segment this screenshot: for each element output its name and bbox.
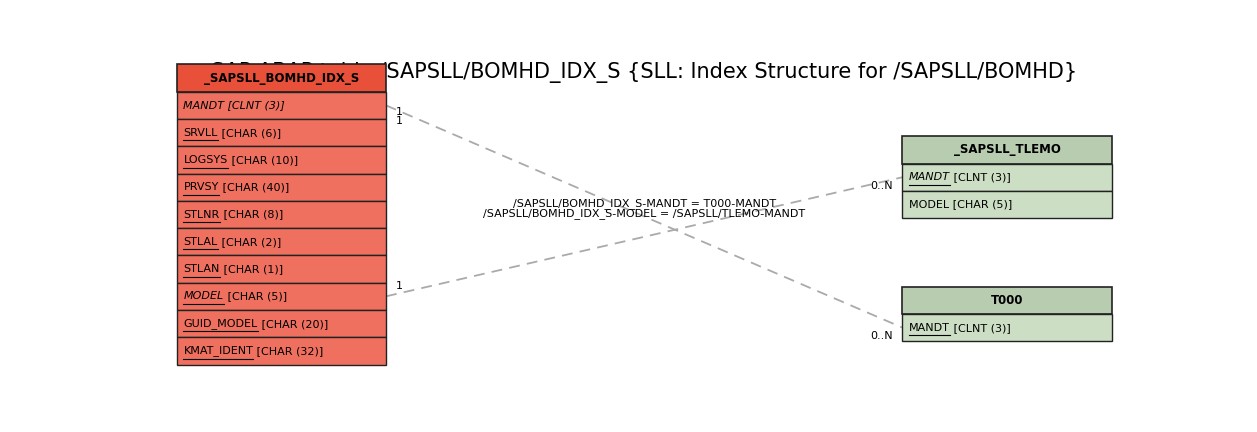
Text: MODEL [CHAR (5)]: MODEL [CHAR (5)] [909,200,1012,210]
Text: [CHAR (5)]: [CHAR (5)] [224,291,287,302]
Text: SRVLL: SRVLL [184,128,217,138]
Bar [176,201,386,228]
Bar [176,310,386,337]
Text: GUID_MODEL: GUID_MODEL [184,318,258,329]
Text: 0..N: 0..N [870,181,892,191]
Text: /SAPSLL/BOMHD_IDX_S-MODEL = /SAPSLL/TLEMO-MANDT: /SAPSLL/BOMHD_IDX_S-MODEL = /SAPSLL/TLEM… [483,208,806,219]
Text: STLNR: STLNR [184,210,220,219]
Text: STLAN: STLAN [184,264,220,274]
Text: KMAT_IDENT: KMAT_IDENT [184,346,254,356]
Bar [176,228,386,255]
Bar [176,337,386,365]
Bar [176,64,386,92]
Text: [CHAR (32)]: [CHAR (32)] [254,346,323,356]
Text: [CLNT (3)]: [CLNT (3)] [950,323,1011,333]
Text: /SAPSLL/BOMHD_IDX_S-MANDT = T000-MANDT: /SAPSLL/BOMHD_IDX_S-MANDT = T000-MANDT [513,198,776,209]
Text: PRVSY: PRVSY [184,182,219,192]
Text: [CHAR (8)]: [CHAR (8)] [220,210,283,219]
Bar [176,283,386,310]
Text: LOGSYS: LOGSYS [184,155,228,165]
Text: [CHAR (1)]: [CHAR (1)] [220,264,283,274]
Text: MANDT [CLNT (3)]: MANDT [CLNT (3)] [184,100,285,111]
Bar [176,119,386,146]
Text: T000: T000 [991,294,1023,307]
Text: MANDT: MANDT [909,172,950,182]
Text: SAP ABAP table /SAPSLL/BOMHD_IDX_S {SLL: Index Structure for /SAPSLL/BOMHD}: SAP ABAP table /SAPSLL/BOMHD_IDX_S {SLL:… [211,62,1077,83]
Bar [903,191,1111,218]
Text: MODEL: MODEL [184,291,224,302]
Text: 1
1: 1 1 [396,107,402,126]
Text: [CHAR (40)]: [CHAR (40)] [219,182,289,192]
Text: _SAPSLL_BOMHD_IDX_S: _SAPSLL_BOMHD_IDX_S [204,72,360,85]
Text: [CHAR (20)]: [CHAR (20)] [258,319,328,329]
Bar [903,164,1111,191]
Text: [CLNT (3)]: [CLNT (3)] [950,172,1011,182]
Bar [903,314,1111,341]
Bar [176,92,386,119]
Text: [CHAR (2)]: [CHAR (2)] [217,237,280,247]
Text: _SAPSLL_TLEMO: _SAPSLL_TLEMO [954,143,1061,156]
Text: MANDT: MANDT [909,323,950,333]
Bar [903,137,1111,164]
Bar [176,146,386,174]
Text: 0..N: 0..N [870,331,892,341]
Text: 1: 1 [396,281,402,291]
Text: [CHAR (6)]: [CHAR (6)] [217,128,280,138]
Bar [903,287,1111,314]
Bar [176,255,386,283]
Text: [CHAR (10)]: [CHAR (10)] [228,155,298,165]
Text: STLAL: STLAL [184,237,217,247]
Bar [176,174,386,201]
